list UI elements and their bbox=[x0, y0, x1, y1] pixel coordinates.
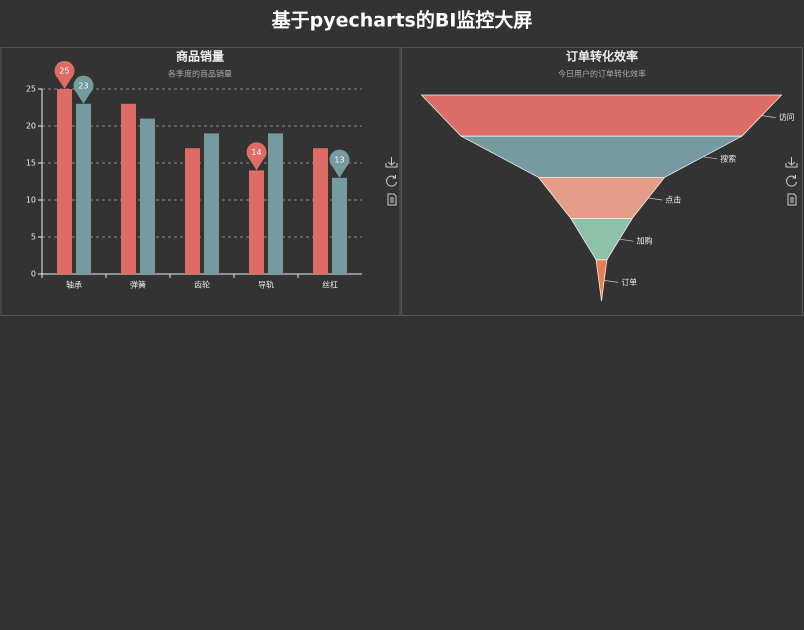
bar bbox=[249, 170, 264, 274]
bar bbox=[313, 148, 328, 274]
y-tick-label: 20 bbox=[26, 122, 36, 131]
label-line bbox=[761, 115, 776, 118]
bar bbox=[204, 133, 219, 274]
label-line bbox=[604, 280, 619, 283]
mark-point-label: 14 bbox=[251, 148, 261, 157]
data-view-icon[interactable] bbox=[387, 193, 397, 206]
bar bbox=[185, 148, 200, 274]
bar bbox=[332, 177, 347, 274]
funnel-segment bbox=[537, 177, 666, 219]
label-line bbox=[648, 197, 663, 201]
data-view-icon[interactable] bbox=[787, 193, 797, 206]
y-tick-label: 15 bbox=[26, 159, 36, 168]
label-line bbox=[703, 156, 718, 160]
y-tick-label: 5 bbox=[31, 233, 36, 242]
funnel-label: 搜索 bbox=[720, 153, 736, 163]
bar bbox=[57, 89, 72, 274]
mark-point-label: 25 bbox=[59, 67, 69, 76]
toolbox bbox=[385, 157, 398, 206]
y-tick-label: 25 bbox=[26, 85, 36, 94]
funnel-label: 订单 bbox=[621, 277, 637, 287]
chart-subtitle: 各季度的商品销量 bbox=[168, 69, 232, 79]
mark-point bbox=[329, 149, 350, 178]
funnel-label: 加购 bbox=[637, 236, 653, 246]
toolbox bbox=[785, 157, 798, 206]
x-tick-label: 丝杠 bbox=[322, 280, 338, 290]
x-tick-label: 轴承 bbox=[66, 280, 82, 290]
x-tick-label: 弹簧 bbox=[130, 280, 146, 290]
bar bbox=[268, 133, 283, 274]
mark-point bbox=[73, 75, 94, 104]
y-tick-label: 0 bbox=[31, 270, 36, 279]
mark-point-label: 23 bbox=[78, 81, 88, 90]
funnel-segment bbox=[460, 135, 743, 178]
save-icon[interactable] bbox=[785, 157, 798, 168]
chart-title: 商品销量 bbox=[176, 49, 224, 64]
bar bbox=[76, 103, 91, 274]
panel bbox=[401, 47, 803, 316]
funnel-segment bbox=[420, 94, 783, 137]
y-tick-label: 10 bbox=[26, 196, 36, 205]
page-title: 基于pyecharts的BI监控大屏 bbox=[271, 9, 533, 32]
bar bbox=[140, 118, 155, 274]
chart-subtitle: 今日用户的订单转化效率 bbox=[558, 69, 646, 79]
save-icon[interactable] bbox=[385, 157, 398, 168]
funnel-segment bbox=[570, 218, 633, 261]
x-tick-label: 齿轮 bbox=[194, 280, 210, 290]
mark-point bbox=[246, 142, 267, 171]
panel bbox=[0, 47, 401, 316]
chart-title: 订单转化效率 bbox=[566, 49, 638, 64]
restore-icon[interactable] bbox=[786, 175, 797, 187]
bar bbox=[121, 103, 136, 274]
funnel-label: 访问 bbox=[779, 112, 795, 122]
x-tick-label: 导轨 bbox=[258, 280, 274, 290]
mark-point-label: 13 bbox=[334, 155, 344, 164]
funnel-label: 点击 bbox=[665, 195, 681, 205]
label-line bbox=[619, 238, 634, 242]
mark-point bbox=[54, 60, 75, 89]
restore-icon[interactable] bbox=[386, 175, 397, 187]
